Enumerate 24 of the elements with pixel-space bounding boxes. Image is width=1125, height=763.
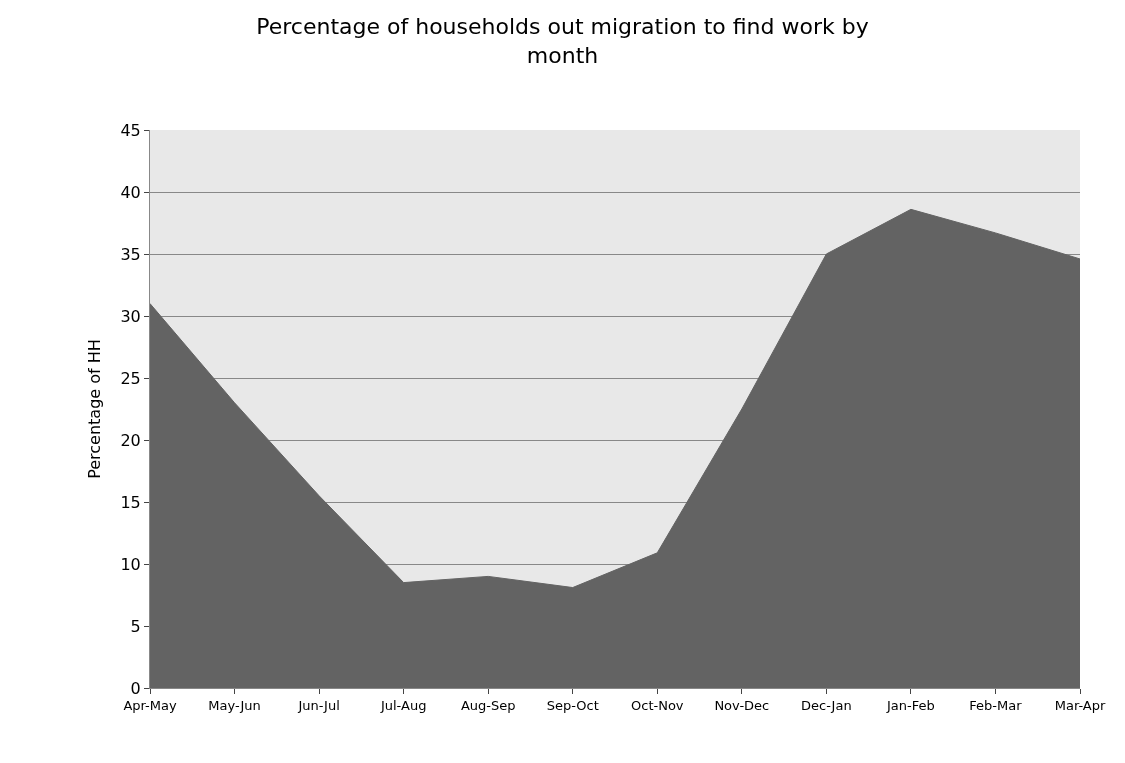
y-tick-label: 20 (120, 430, 141, 450)
y-tick-label: 40 (120, 182, 141, 202)
y-tick-label: 5 (130, 616, 141, 636)
x-tick-label: Oct-Nov (631, 697, 684, 713)
x-tick-label: Jul-Aug (379, 697, 427, 713)
x-tick-label: Aug-Sep (460, 697, 516, 713)
y-tick-label: 30 (120, 306, 141, 326)
y-tick-label: 25 (120, 368, 141, 388)
y-tick-label: 35 (120, 244, 141, 264)
y-axis-title: Percentage of HH (85, 339, 105, 479)
x-tick-label: Jun-Jul (297, 697, 340, 713)
y-tick-label: 45 (120, 120, 141, 140)
x-tick-label: Dec-Jan (801, 697, 852, 713)
y-tick-label: 0 (130, 678, 141, 698)
x-tick-label: Jan-Feb (886, 697, 935, 713)
y-tick-label: 15 (120, 492, 141, 512)
x-tick-label: Nov-Dec (714, 697, 770, 713)
x-tick-label: Sep-Oct (546, 697, 599, 713)
x-tick-label: Mar-Apr (1054, 697, 1106, 713)
x-tick-label: Apr-May (123, 697, 177, 713)
x-tick-label: May-Jun (208, 697, 261, 713)
chart-title: Percentage of households out migration to find work by month (256, 14, 869, 68)
x-tick-label: Feb-Mar (969, 697, 1023, 713)
y-tick-label: 10 (120, 554, 141, 574)
